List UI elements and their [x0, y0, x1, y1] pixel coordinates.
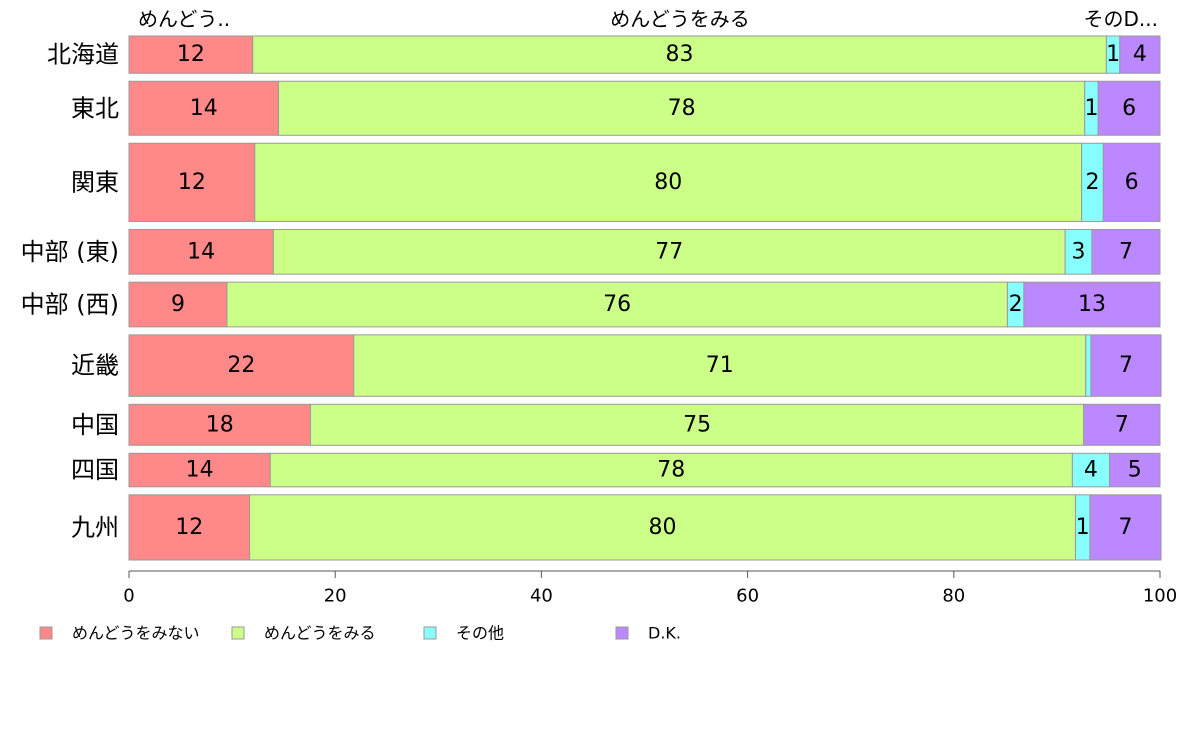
bar-value-label: 7 — [1118, 515, 1132, 540]
bar-value-label: 5 — [1128, 458, 1142, 483]
bar-segment — [128, 494, 251, 561]
bar-segment — [1083, 403, 1161, 446]
bar-segment — [128, 80, 279, 136]
bar-value-label: 4 — [1133, 42, 1147, 67]
bar-segment — [1102, 142, 1161, 222]
bar-value-label: 9 — [171, 292, 185, 317]
legend-label: めんどうをみない — [72, 624, 200, 643]
bar-segment — [252, 35, 1107, 74]
bar-value-label: 14 — [190, 96, 218, 121]
row-label: 東北 — [71, 94, 119, 122]
bar-value-label: 14 — [186, 458, 214, 483]
bar-segment — [1023, 281, 1161, 328]
row-label: 中部 (西) — [21, 291, 119, 319]
bar-value-label: 7 — [1119, 353, 1133, 378]
bar-value-label: 3 — [1072, 239, 1086, 264]
bar-value-label: 4 — [1084, 458, 1098, 483]
bar-segment — [309, 403, 1085, 446]
bar-segment — [1108, 452, 1161, 488]
bar-value-label: 14 — [187, 239, 215, 264]
bar-value-label: 78 — [668, 96, 696, 121]
bar-value-label: 6 — [1125, 170, 1139, 195]
bar-value-label: 7 — [1119, 239, 1133, 264]
bar-value-label: 22 — [227, 353, 255, 378]
bar-segment — [272, 228, 1066, 275]
bar-segment — [226, 281, 1008, 328]
bar-segment — [1090, 334, 1162, 397]
bar-segment — [1097, 80, 1161, 136]
bar-value-label: 7 — [1115, 412, 1129, 437]
bar-segment — [128, 403, 311, 446]
bar-value-label: 75 — [683, 412, 711, 437]
row-label: 北海道 — [47, 41, 119, 69]
bar-value-label: 13 — [1078, 292, 1106, 317]
bar-segment — [254, 142, 1083, 222]
legend-swatch — [231, 626, 245, 640]
bar-value-label: 2 — [1009, 292, 1023, 317]
bar-value-label: 2 — [1085, 170, 1099, 195]
bar-value-label: 12 — [177, 42, 205, 67]
bar-segment — [128, 142, 256, 222]
bar-value-label: 80 — [654, 170, 682, 195]
bar-segment — [128, 35, 254, 74]
row-label: 中部 (東) — [21, 238, 119, 266]
legend-swatch — [423, 626, 437, 640]
top-label: そのD... — [1084, 7, 1158, 31]
legend-swatch — [615, 626, 629, 640]
row-label: 関東 — [71, 168, 119, 196]
x-tick-label: 80 — [942, 586, 965, 607]
row-label: 四国 — [71, 456, 119, 484]
bar-value-label: 12 — [178, 170, 206, 195]
bar-value-label: 83 — [666, 42, 694, 67]
bar-segment — [128, 281, 228, 328]
bar-value-label: 1 — [1076, 515, 1090, 540]
bar-segment — [1085, 334, 1092, 397]
bar-segment — [128, 228, 274, 275]
bar-value-label: 77 — [655, 239, 683, 264]
legend-label: D.K. — [648, 624, 681, 643]
x-tick-label: 0 — [123, 586, 134, 607]
bar-value-label: 78 — [657, 458, 685, 483]
bar-value-label: 80 — [649, 515, 677, 540]
legend-label: めんどうをみる — [264, 624, 376, 643]
bar-segment — [1091, 228, 1161, 275]
bar-segment — [277, 80, 1086, 136]
row-label: 中国 — [71, 411, 119, 439]
bar-value-label: 18 — [206, 412, 234, 437]
x-tick-label: 20 — [324, 586, 347, 607]
row-label: 近畿 — [71, 352, 119, 380]
row-label: 九州 — [71, 513, 119, 541]
bar-value-label: 1 — [1084, 96, 1098, 121]
bar-value-label: 71 — [706, 353, 734, 378]
x-tick-label: 40 — [530, 586, 553, 607]
bar-value-label: 12 — [175, 515, 203, 540]
bar-segment — [1119, 35, 1161, 74]
bar-value-label: 1 — [1106, 42, 1120, 67]
x-tick-label: 60 — [736, 586, 759, 607]
bar-value-label: 6 — [1122, 96, 1136, 121]
bar-segment — [128, 334, 355, 397]
x-tick-label: 100 — [1143, 586, 1177, 607]
bar-segment — [269, 452, 1073, 488]
bar-value-label: 76 — [603, 292, 631, 317]
top-label: めんどう.. — [138, 7, 230, 31]
bar-segment — [1089, 494, 1162, 561]
legend-label: その他 — [456, 624, 504, 643]
legend-swatch — [39, 626, 53, 640]
top-label: めんどうをみる — [610, 7, 749, 31]
bar-segment — [353, 334, 1087, 397]
